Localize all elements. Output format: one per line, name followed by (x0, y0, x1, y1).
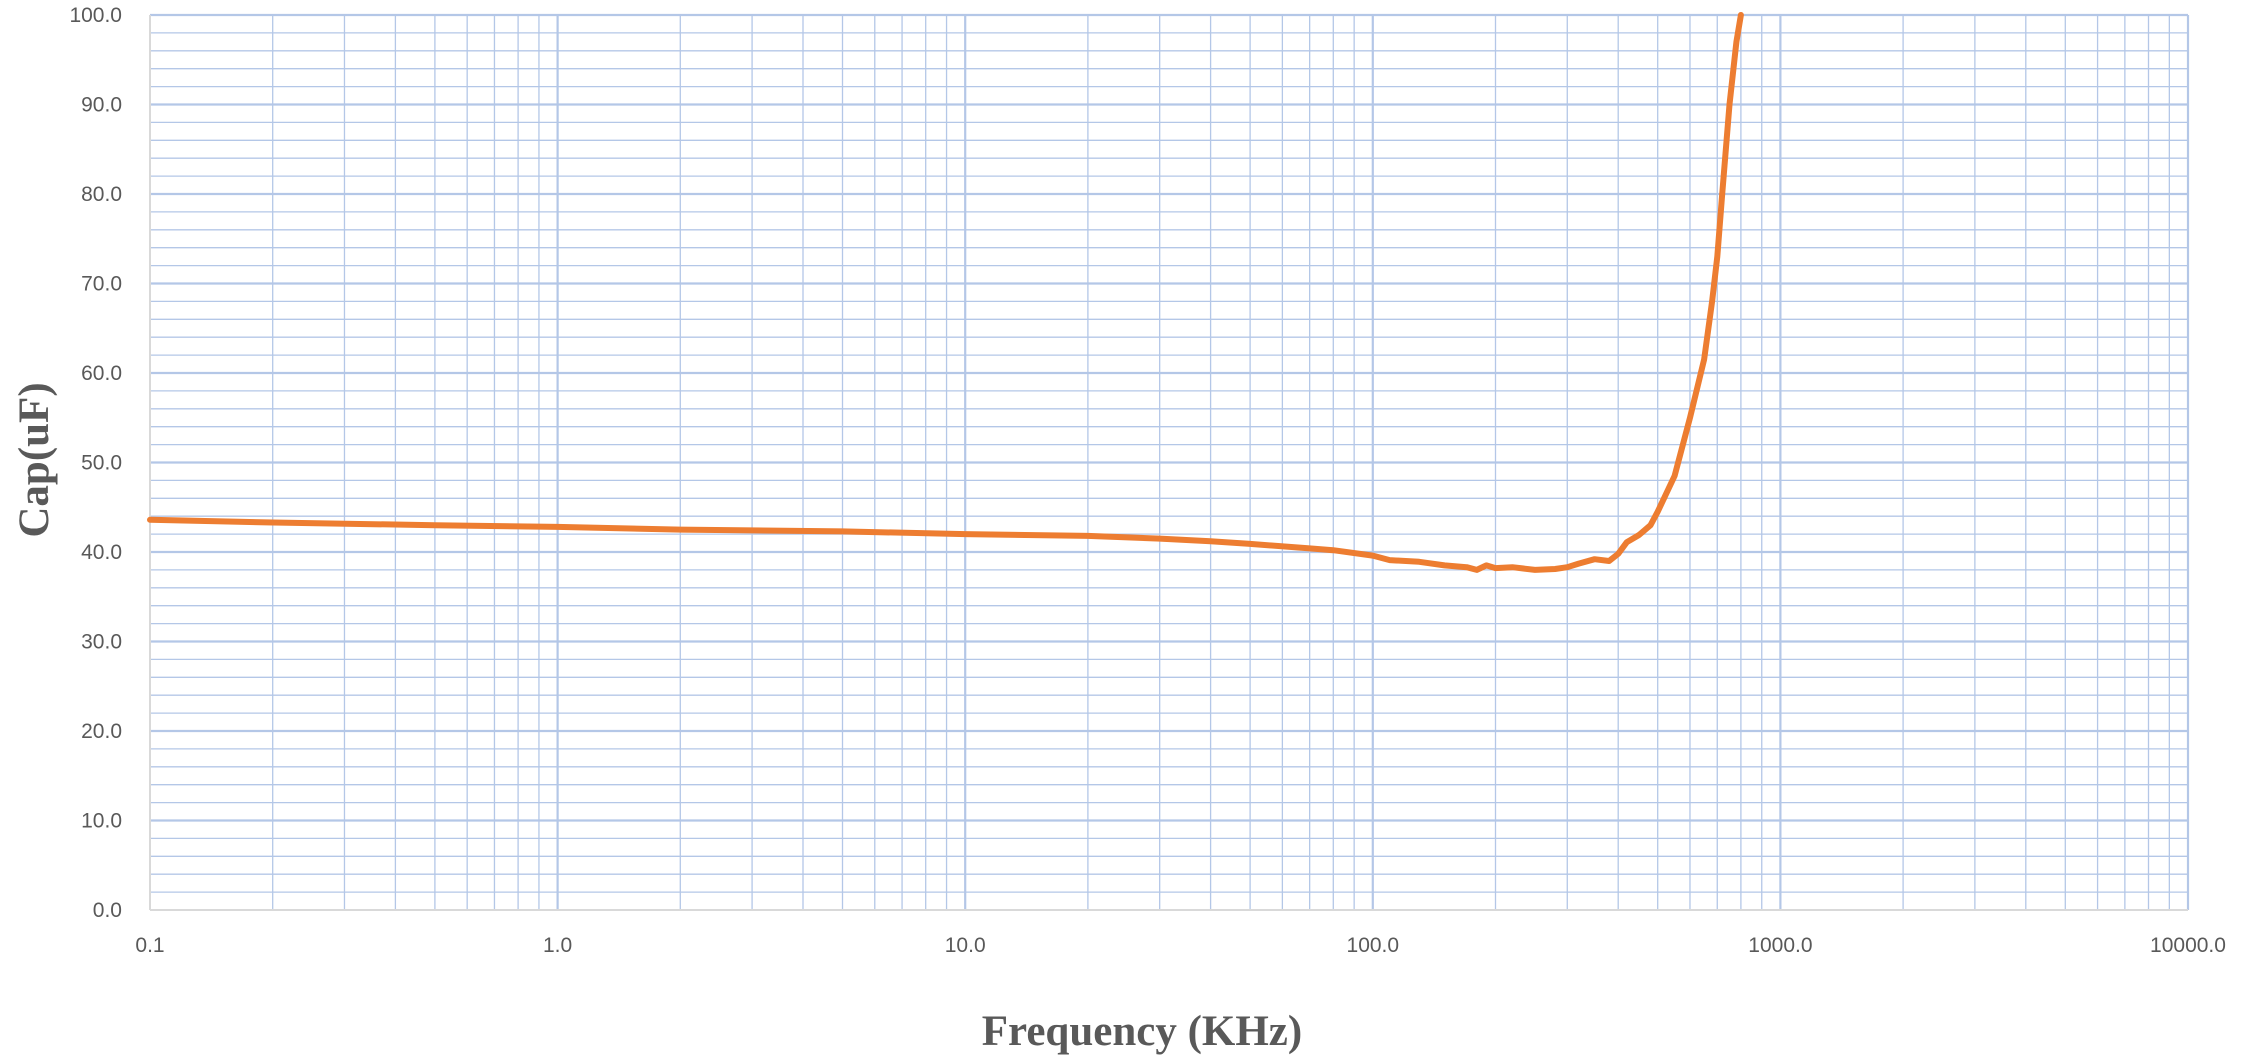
x-axis-title: Frequency (KHz) (982, 1008, 1302, 1055)
x-tick-label: 1.0 (543, 934, 572, 957)
x-tick-label: 0.1 (135, 934, 164, 957)
y-axis-title: Cap(uF) (11, 382, 58, 537)
y-tick-label: 90.0 (81, 94, 122, 117)
series-line (147, 12, 1744, 573)
y-tick-label: 50.0 (81, 452, 122, 475)
x-tick-label: 100.0 (1347, 934, 1400, 957)
y-tick-label: 60.0 (81, 362, 122, 385)
axes (149, 15, 2188, 911)
y-tick-label: 30.0 (81, 631, 122, 654)
y-tick-label: 100.0 (69, 4, 122, 27)
y-tick-label: 10.0 (81, 810, 122, 833)
y-tick-label: 70.0 (81, 273, 122, 296)
series-layer (147, 12, 1744, 573)
x-tick-label: 10000.0 (2150, 934, 2226, 957)
y-tick-label: 40.0 (81, 541, 122, 564)
gridlines (150, 13, 2190, 910)
tick-labels: 0.0 10.0 20.0 30.0 40.0 50.0 60.0 70.0 80.0 90.0 1… (69, 4, 2226, 957)
x-tick-label: 1000.0 (1748, 934, 1812, 957)
x-tick-label: 10.0 (945, 934, 986, 957)
y-tick-label: 80.0 (81, 183, 122, 206)
y-tick-label: 20.0 (81, 720, 122, 743)
y-tick-label: 0.0 (93, 899, 122, 922)
